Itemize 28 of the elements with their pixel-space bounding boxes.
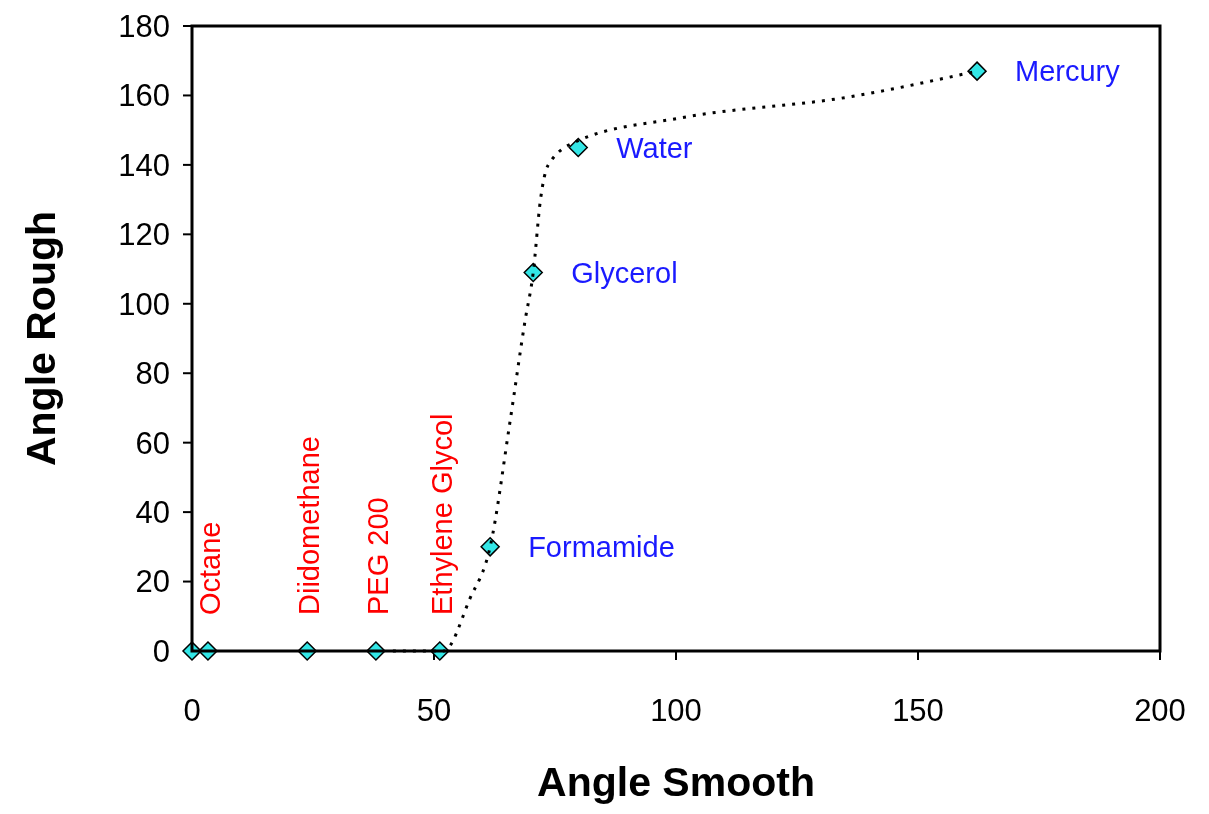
annotation: Diidomethane	[293, 436, 326, 615]
x-tick-label: 200	[1134, 693, 1186, 728]
y-tick-label: 60	[135, 425, 170, 461]
x-axis-title: Angle Smooth	[537, 759, 815, 805]
annotation: PEG 200	[361, 497, 394, 615]
annotation: Formamide	[528, 530, 675, 563]
y-tick-label: 120	[118, 217, 170, 253]
point	[967, 61, 987, 81]
point	[523, 262, 543, 283]
annotation: Ethylene Glycol	[425, 413, 458, 615]
y-axis-title: Angle Rough	[18, 210, 64, 467]
annotation: Octane	[193, 521, 226, 615]
x-tick-label: 0	[183, 693, 201, 728]
x-tick-label: 50	[416, 693, 452, 728]
y-tick-label: 140	[118, 147, 170, 183]
annotation: Glycerol	[571, 256, 678, 289]
x-tick-label: 150	[892, 693, 944, 728]
y-tick-label: 160	[118, 78, 170, 114]
y-tick-label: 20	[135, 564, 170, 600]
y-tick-label: 180	[118, 8, 170, 44]
point	[568, 137, 588, 158]
y-tick-label: 80	[135, 356, 170, 392]
y-tick-label: 0	[152, 633, 170, 669]
y-tick-label: 40	[135, 494, 170, 530]
x-tick-label: 100	[650, 693, 702, 728]
annotation: Water	[616, 131, 693, 164]
annotation: Mercury	[1015, 55, 1121, 88]
y-tick-label: 100	[118, 286, 170, 322]
